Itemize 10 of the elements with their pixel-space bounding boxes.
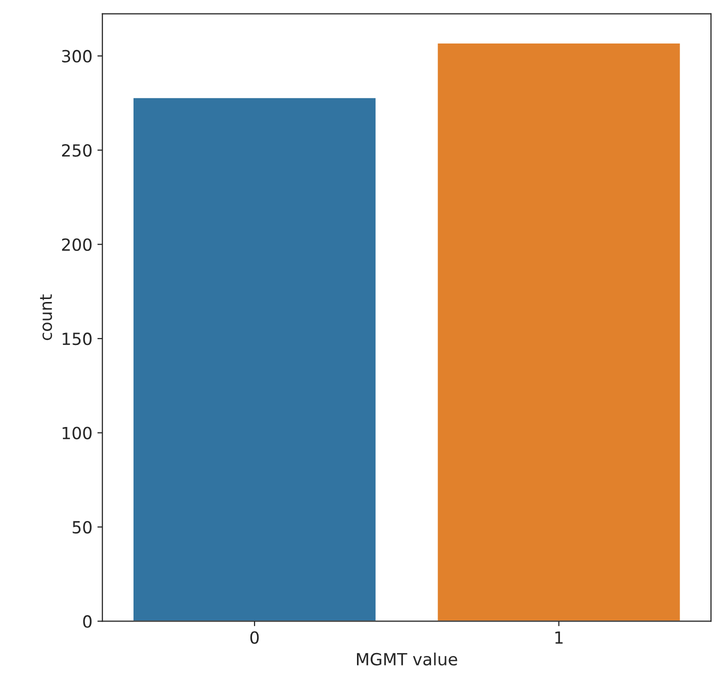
- y-axis-title: count: [40, 294, 52, 340]
- x-tick-label: 1: [555, 631, 563, 644]
- y-tick-label: 50: [72, 520, 92, 534]
- x-axis-title: MGMT value: [356, 652, 458, 666]
- y-tick-label: 0: [83, 615, 92, 628]
- y-tick-label: 300: [62, 50, 92, 62]
- y-tick-label: 250: [62, 144, 92, 157]
- y-tick-label: 200: [62, 238, 92, 251]
- y-tick-label: 100: [62, 426, 92, 440]
- y-tick-label: 150: [62, 332, 92, 346]
